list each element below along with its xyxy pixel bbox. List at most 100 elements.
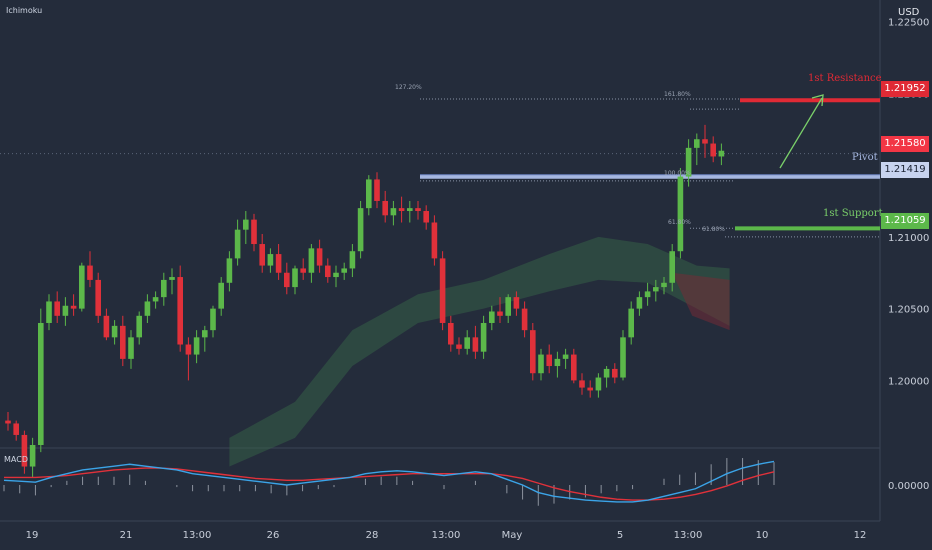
time-tick-label: 21 <box>120 530 133 541</box>
candle-body <box>612 368 618 378</box>
candle-body <box>62 305 69 316</box>
candle-body <box>628 308 634 338</box>
candle-body <box>423 211 429 223</box>
candle-body <box>95 279 101 316</box>
candle-body <box>587 387 593 391</box>
macd-line <box>3 460 775 503</box>
candle-body <box>407 208 413 212</box>
candle-body <box>292 268 298 288</box>
candle-body <box>144 301 151 316</box>
candle-body <box>193 337 200 355</box>
pivot-price-tag: 1.21419 <box>881 162 929 178</box>
price-tick-label: 1.20500 <box>888 305 929 316</box>
candle-body <box>259 244 265 266</box>
forecast-arrow-head <box>811 94 824 107</box>
candle-body <box>595 377 602 391</box>
candle-body <box>357 208 364 252</box>
candle-body <box>579 380 585 388</box>
candle-body <box>103 315 110 338</box>
candle-body <box>530 330 536 374</box>
time-tick-label: 12 <box>854 530 867 541</box>
candle-body <box>546 354 552 367</box>
candle-body <box>300 268 306 273</box>
candle-body <box>505 297 511 316</box>
candle-body <box>120 325 126 359</box>
candle-body <box>644 291 651 298</box>
time-tick-label: 13:00 <box>432 530 461 541</box>
fib-61-label-b: 61.80% <box>702 226 725 233</box>
candle-body <box>54 301 60 316</box>
support-price-tag: 1.21059 <box>881 213 929 229</box>
candle-body <box>669 251 675 283</box>
candle-body <box>38 322 44 445</box>
candle-body <box>169 277 175 280</box>
candle-body <box>538 354 544 374</box>
time-tick-label: 10 <box>756 530 769 541</box>
pivot-label: Pivot <box>852 152 878 163</box>
candle-body <box>284 272 290 288</box>
candle-body <box>603 368 610 378</box>
time-tick-label: 19 <box>26 530 39 541</box>
candle-body <box>46 301 52 323</box>
candle-body <box>234 229 241 259</box>
support-label: 1st Support <box>823 208 883 219</box>
candle-body <box>685 147 692 177</box>
candle-body <box>382 200 388 216</box>
fib-61-label-a: 61.80% <box>668 219 691 226</box>
candle-body <box>653 287 659 292</box>
candle-body <box>398 208 405 212</box>
candle-body <box>251 219 257 245</box>
candle-body <box>341 268 347 273</box>
candle-body <box>439 258 446 323</box>
candle-body <box>218 282 224 309</box>
macd-label: MACD <box>4 455 28 464</box>
candle-body <box>267 254 274 266</box>
candle-body <box>111 325 118 338</box>
candle-body <box>226 258 233 283</box>
candle-body <box>464 337 470 349</box>
candle-body <box>456 344 462 349</box>
price-tick-label: 1.22500 <box>888 18 929 29</box>
candle-body <box>415 208 421 212</box>
candle-body <box>316 248 323 266</box>
fib-161-label: 161.80% <box>664 91 691 98</box>
candle-body <box>349 251 356 269</box>
candle-body <box>620 337 626 378</box>
candle-body <box>136 315 142 338</box>
candle-body <box>333 272 339 278</box>
candle-body <box>710 143 716 157</box>
macd-tick-label: 0.00000 <box>888 481 929 492</box>
price-tick-label: 1.20000 <box>888 376 929 387</box>
candle-body <box>128 337 134 359</box>
macd-panel <box>0 449 880 521</box>
time-tick-label: 26 <box>267 530 280 541</box>
candle-body <box>308 248 315 273</box>
candle-body <box>390 208 397 216</box>
candle-body <box>521 308 528 331</box>
time-tick-label: 13:00 <box>674 530 703 541</box>
candle-body <box>325 265 331 278</box>
candle-body <box>694 139 700 148</box>
candle-body <box>87 265 93 280</box>
candle-body <box>448 322 454 345</box>
candle-body <box>243 219 249 230</box>
time-tick-label: 28 <box>366 530 379 541</box>
candle-body <box>702 139 708 144</box>
ichimoku-cloud-bear <box>672 272 730 331</box>
candle-body <box>13 423 19 435</box>
candle-body <box>152 297 159 302</box>
candle-body <box>275 254 282 273</box>
candle-body <box>374 179 380 201</box>
candle-body <box>472 337 479 352</box>
candle-body <box>513 297 520 309</box>
candle-body <box>21 434 28 467</box>
candle-body <box>29 445 36 467</box>
ichimoku-cloud <box>229 236 730 467</box>
candle-body <box>431 222 438 259</box>
candle-body <box>366 179 372 209</box>
candle-body <box>661 282 667 288</box>
current-price-tag: 1.21580 <box>881 136 929 152</box>
candle-body <box>480 322 487 352</box>
